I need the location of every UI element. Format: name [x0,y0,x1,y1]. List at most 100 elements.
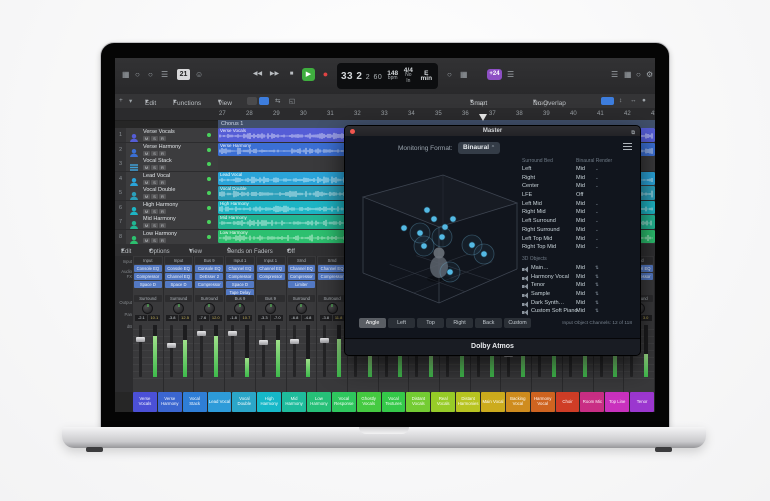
stepper-icon[interactable]: ⌄ [595,209,599,215]
input-monitor-dot[interactable] [207,205,211,210]
bed-row[interactable]: Center Mid ⌄ [522,183,636,192]
stepper-icon[interactable]: ⌄ [595,200,599,206]
close-window-icon[interactable] [350,129,355,134]
fx-plugin-slot[interactable]: Compressor [256,273,285,280]
object-row[interactable]: Custom Soft Piano Mid ⇅ [522,308,636,317]
audio-object-dot[interactable] [420,242,428,250]
playhead-marker[interactable] [479,114,487,121]
channel-label[interactable]: Harmony Vocal [530,392,555,412]
audio-object-dot[interactable] [480,250,488,258]
channel-label[interactable]: Verse Vocals [133,392,157,412]
fader-zone[interactable] [133,323,163,379]
stepper-icon[interactable]: ⌄ [595,166,599,171]
s-button[interactable]: S [151,208,158,214]
channel-strip[interactable]: Bus 9 Console EQ DeEsser 2 Compressor Surrou… [194,256,226,392]
bed-row[interactable]: LFE Off [522,192,636,201]
output-slot[interactable]: Surround [195,295,224,302]
s-button[interactable]: S [151,194,158,199]
render-mode-value[interactable]: Mid [576,308,586,315]
input-monitor-dot[interactable] [207,234,211,239]
fader-cap[interactable] [258,339,268,345]
channel-label[interactable]: Backing Vocal [505,392,530,412]
lcd-display[interactable]: 33 2 2 60 148 bpm 4/4 No In E min [337,63,438,89]
audio-object-dot[interactable] [441,223,449,231]
m-button[interactable]: M [143,237,150,243]
input-monitor-dot[interactable] [207,220,211,224]
render-mode-value[interactable]: Mid [576,264,586,271]
fx-plugin-slot[interactable]: Channel EQ [287,265,316,272]
pan-knob[interactable] [203,303,215,314]
channel-label[interactable]: Vocal Textures [381,392,406,412]
render-mode-value[interactable]: Mid [576,166,586,172]
track-header[interactable]: 3 Vocal Stack M S R [115,157,218,172]
master-plugin-window[interactable]: Master ⧉ Monitoring Format: Binaural ⌃ [344,125,641,356]
fx-plugin-slot[interactable]: Channel EQ [318,265,346,272]
add-track-icon[interactable]: + [119,97,123,104]
fx-plugin-slot[interactable]: Space D [164,281,193,288]
pan-knob[interactable] [326,303,338,314]
channel-strip[interactable]: Input 1 Channel EQ Compressor Space D Tape D… [225,256,256,392]
track-header[interactable]: 4 Lead Vocal M S R [115,171,218,187]
channel-label[interactable]: Low Harmony [307,392,331,412]
quick-help-icon[interactable]: ○ [148,70,153,79]
view-button-back[interactable]: Back [475,318,502,328]
input-slot[interactable]: Input [164,257,193,264]
audio-object-dot[interactable] [430,215,438,223]
input-monitor-dot[interactable] [207,147,211,152]
bed-row[interactable]: Left Top Mid Mid ⌄ [522,236,636,245]
render-mode-value[interactable]: Mid [576,209,586,216]
r-button[interactable]: R [159,194,166,199]
stepper-icon[interactable]: ⌄ [595,174,599,180]
audio-object-dot[interactable] [416,229,424,237]
fx-plugin-slot[interactable]: DeEsser 2 [195,273,224,280]
list-editor-icon[interactable]: ☰ [611,70,619,79]
fader-zone[interactable] [194,323,225,379]
channel-label[interactable]: Vocal Response [331,392,356,412]
gain-badge[interactable]: +24 [487,69,502,80]
render-mode-value[interactable]: Off [576,192,584,199]
monitoring-format-select[interactable]: Binaural ⌃ [458,142,501,154]
m-button[interactable]: M [143,165,150,170]
horizontal-zoom-icon[interactable]: ↔ [630,97,637,104]
input-slot[interactable]: Bus 9 [195,257,224,264]
mixer-view-menu[interactable]: View ▾ [189,247,202,256]
fader-zone[interactable] [286,323,317,379]
channel-label[interactable]: High Harmony [257,392,282,412]
bed-row[interactable]: Left Mid Mid ⌄ [522,201,636,210]
stepper-icon[interactable]: ⌄ [595,218,599,224]
mixer-icon[interactable]: ▦ [624,70,632,79]
fx-plugin-slot[interactable]: Channel EQ [164,273,193,280]
output-slot[interactable]: Surround [318,295,346,302]
view-toggle-1[interactable] [247,97,257,105]
r-button[interactable]: R [159,237,166,243]
channel-label[interactable]: Mid Harmony [282,392,307,412]
render-mode-value[interactable]: Mid [576,235,586,242]
render-mode-value[interactable]: Mid [576,200,586,207]
fx-plugin-slot[interactable]: Space D [226,281,254,288]
object-row[interactable]: Dark Synth… Mid ⇅ [522,300,636,309]
m-button[interactable]: M [143,208,150,214]
plugin-window-titlebar[interactable]: Master ⧉ [345,126,640,136]
m-button[interactable]: M [143,223,150,228]
stepper-icon[interactable]: ⌄ [595,226,599,232]
fx-plugin-slot[interactable]: Limiter [287,281,316,288]
fader-cap[interactable] [136,336,145,342]
output-slot[interactable]: Surround [134,295,162,302]
track-header[interactable]: 5 Vocal Double M S R [115,186,218,201]
fader-cap[interactable] [320,338,330,344]
s-button[interactable]: S [151,136,158,141]
zoom-preset-button[interactable] [601,97,614,105]
channel-strip[interactable]: Input 1 Channel EQ Compressor Bus 9 -3.3 -7.0 [255,256,287,392]
bed-row[interactable]: Left Surround Mid ⌄ [522,218,636,227]
functions-menu[interactable]: Functions ▾ [173,98,202,107]
r-button[interactable]: R [159,179,166,185]
channel-label[interactable]: Lead Vocal [207,392,232,412]
track-header[interactable]: 2 Verse Harmony M S R [115,142,218,158]
pan-knob[interactable] [142,303,154,314]
fader-cap[interactable] [228,331,238,337]
s-button[interactable]: S [151,223,158,228]
track-filter-icon[interactable]: ▾ [129,98,133,105]
stepper-icon[interactable]: ⌄ [595,244,599,250]
stepper-icon[interactable]: ⇅ [595,308,599,314]
output-slot[interactable]: Bus 9 [256,295,285,302]
